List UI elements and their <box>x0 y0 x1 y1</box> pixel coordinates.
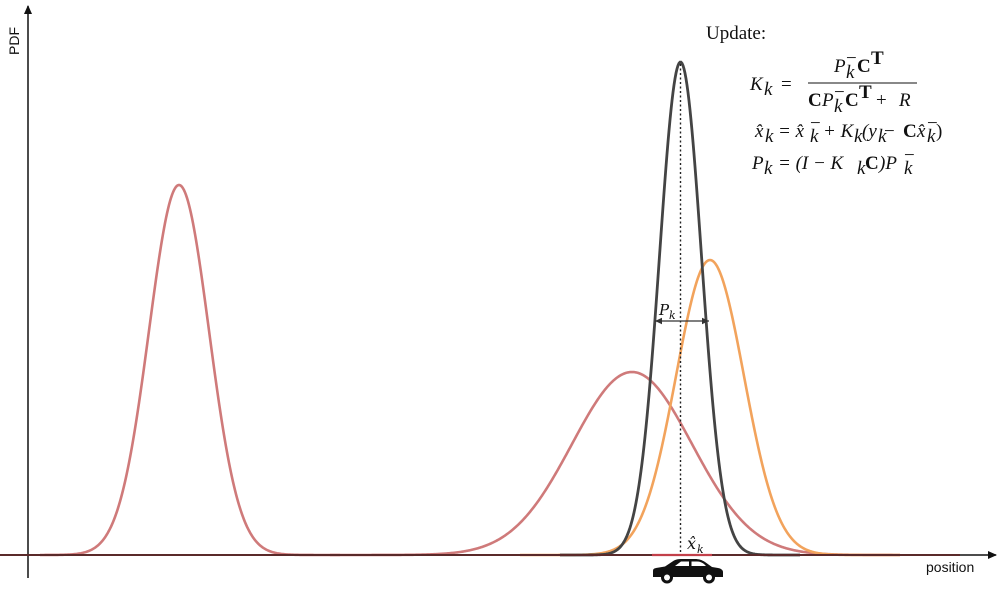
state-rhs-d: − <box>884 121 895 142</box>
gain-den-p: P <box>821 90 834 111</box>
covariance-label: P <box>658 301 670 319</box>
state-rhs-b: + K <box>823 121 855 142</box>
cov-rhs-a: = (I − K <box>778 153 845 174</box>
state-rhs-c-matrix: C <box>903 121 917 142</box>
cov-rhs-a-sub: k <box>857 158 866 179</box>
prior-estimate-curve <box>40 183 340 557</box>
state-rhs-c-sub: k <box>878 126 887 147</box>
state-rhs-e: x̂ <box>916 121 926 142</box>
state-rhs-sup: − <box>810 113 821 134</box>
gain-lhs: K <box>749 74 764 95</box>
prediction-curve <box>330 370 900 557</box>
state-rhs-e-sub: k <box>927 126 936 147</box>
gain-num-p: P <box>833 56 846 77</box>
update-equations: Update: K k = P − k C T C P − k C T + R <box>706 23 942 179</box>
measurement-curve <box>520 258 900 557</box>
state-rhs-e-sup: − <box>927 113 938 134</box>
gain-den-t: T <box>859 82 872 103</box>
gain-num-sup: − <box>846 48 857 69</box>
x-axis-label: position <box>926 559 974 575</box>
gain-den-sub: k <box>834 96 843 117</box>
gain-num-sub: k <box>846 62 855 83</box>
cov-lhs-sub: k <box>764 158 773 179</box>
covariance-update-equation: P k = (I − K k C )P − k <box>751 145 915 179</box>
gain-den-c2: C <box>845 90 859 111</box>
state-rhs-b-sub: k <box>854 126 863 147</box>
state-lhs-sub: k <box>765 126 774 147</box>
car-icon <box>653 559 723 584</box>
cov-rhs-c-matrix: C <box>865 153 879 174</box>
gain-den-plus: + <box>876 90 887 111</box>
state-rhs-c: (y <box>862 121 877 142</box>
cov-lhs: P <box>751 153 764 174</box>
estimate-label-sub: k <box>697 543 704 556</box>
kalman-gain-equation: K k = P − k C T C P − k C T + R <box>749 48 917 117</box>
gain-lhs-sub: k <box>764 79 773 100</box>
state-rhs-f: ) <box>936 121 942 142</box>
gain-equals: = <box>781 74 792 95</box>
covariance-label-sub: k <box>669 309 676 322</box>
state-update-equation: x̂ k = x̂ − k + K k (y k − C x̂ − k ) <box>754 113 942 147</box>
cov-rhs-b-sub: k <box>904 158 913 179</box>
cov-rhs-b: )P <box>878 153 897 174</box>
gain-num-t: T <box>871 48 884 69</box>
y-axis-label: PDF <box>6 27 22 55</box>
gain-num-c: C <box>857 56 871 77</box>
state-rhs-sub: k <box>810 126 819 147</box>
gain-den-sup: − <box>834 82 845 103</box>
update-title: Update: <box>706 23 766 44</box>
gain-den-r: R <box>898 90 911 111</box>
state-rhs-a: = x̂ <box>778 121 805 142</box>
estimate-label: x̂ <box>687 534 696 553</box>
gain-den-c1: C <box>808 90 822 111</box>
cov-rhs-b-sup: − <box>904 145 915 166</box>
state-lhs: x̂ <box>754 121 764 142</box>
